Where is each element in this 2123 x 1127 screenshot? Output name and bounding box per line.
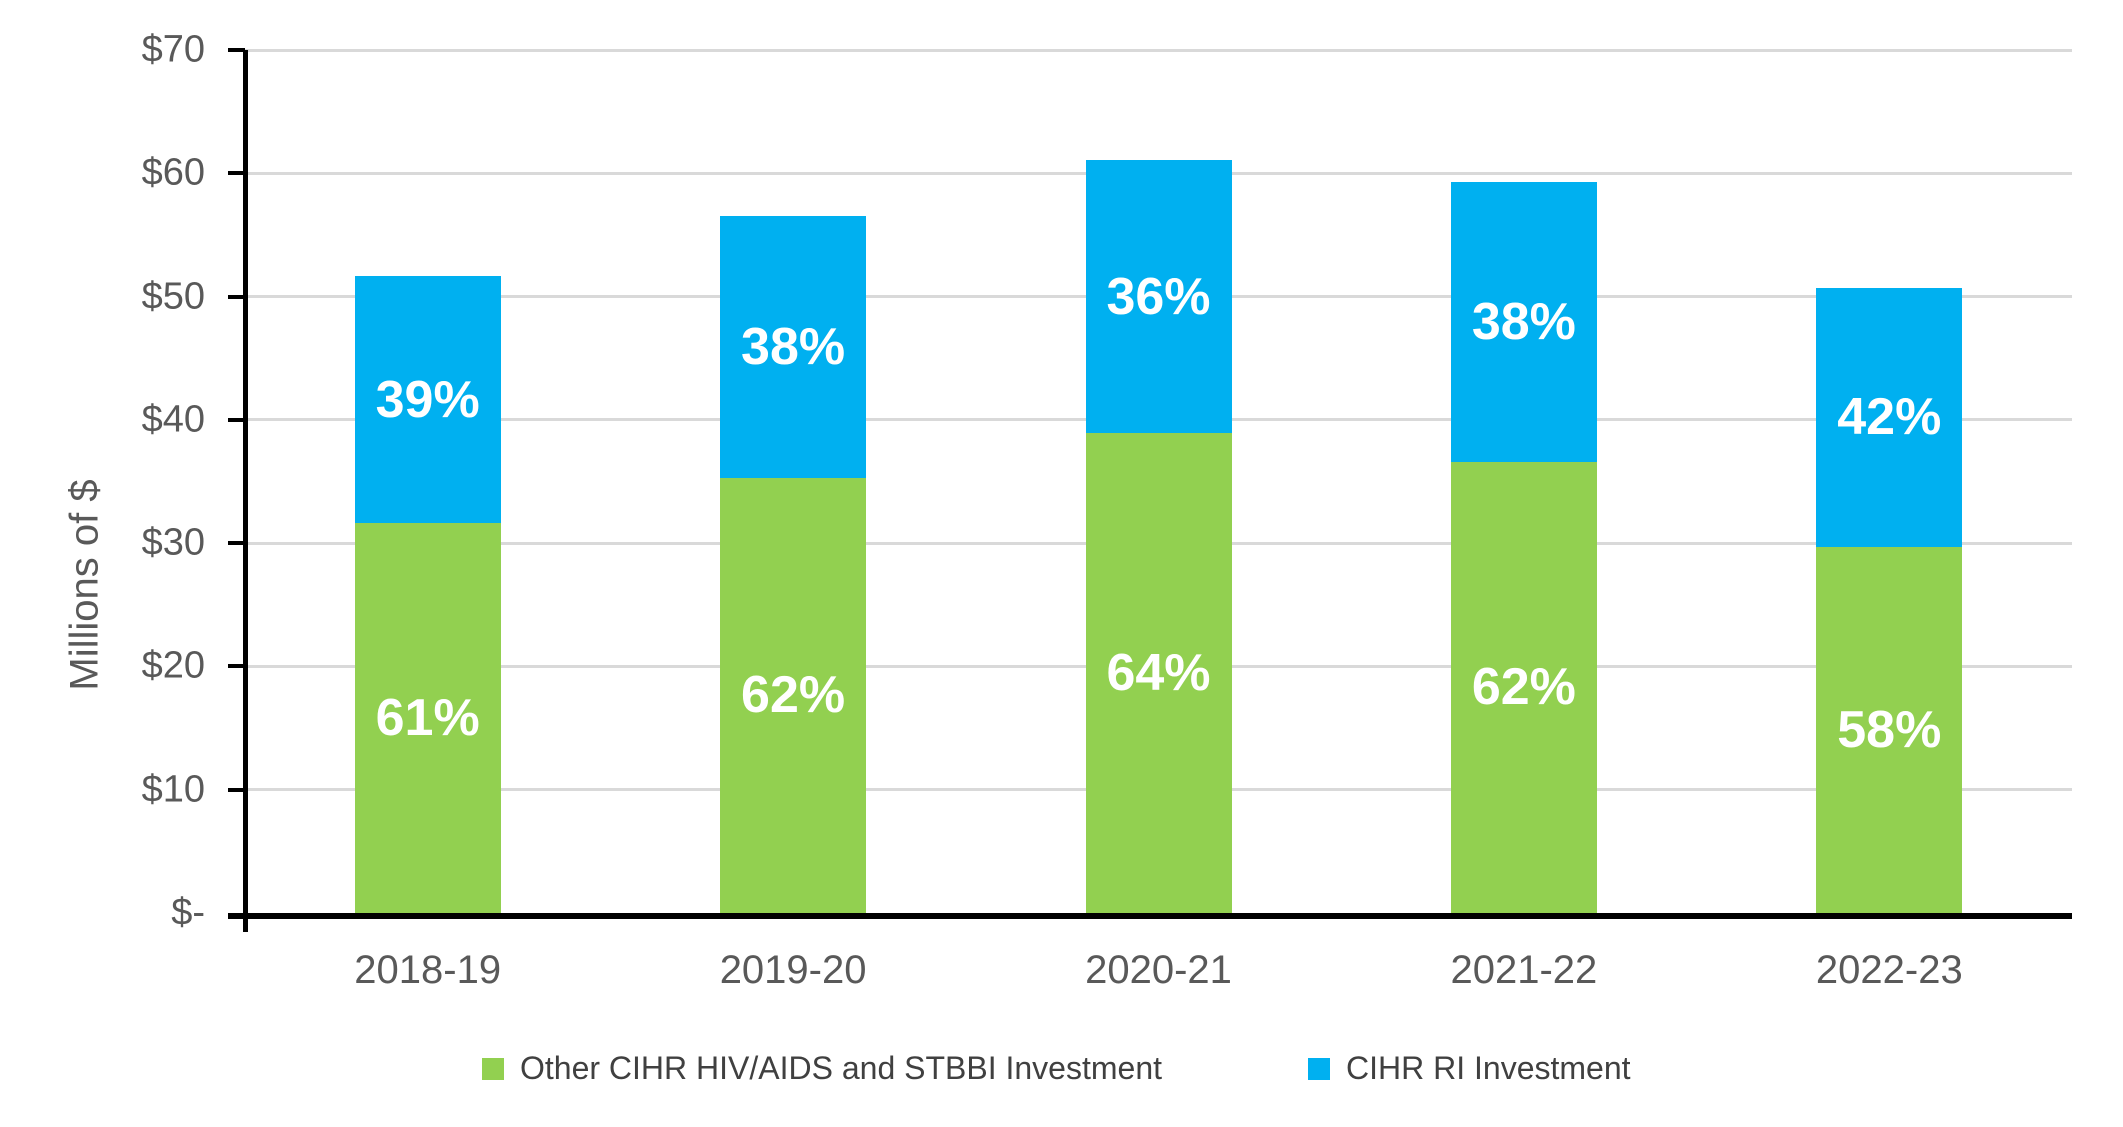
bar-label-2021-22-blue: 38% [1471,292,1576,351]
legend-label: CIHR RI Investment [1346,1050,1631,1086]
bar-2020-21-blue-segment [1085,159,1232,434]
y-axis-tick-40 [228,417,245,422]
bar-2019-20-green-segment [720,477,867,913]
y-axis-line [243,50,248,919]
x-axis-origin-tick [243,919,248,932]
legend-label: Other CIHR HIV/AIDS and STBBI Investment [520,1050,1162,1086]
y-axis-tick-30 [228,541,245,546]
bar-2022-23-blue-segment [1816,287,1963,547]
bar-label-2020-21-blue: 36% [1106,267,1211,326]
bar-2019-20-blue-segment [720,216,867,478]
y-axis-label-10: $10 [141,768,205,811]
bar-2020-21-green-segment [1085,433,1232,913]
x-axis-label-2018-19: 2018-19 [354,948,502,992]
bar-label-2018-19-green: 61% [375,689,480,748]
y-axis-tick-20 [228,664,245,669]
y-axis-label-40: $40 [141,398,205,441]
bar-label-2019-20-green: 62% [741,666,846,725]
y-axis-label-20: $20 [141,644,205,687]
y-axis-label-60: $60 [141,151,205,194]
y-axis-label-70: $70 [141,28,205,71]
bar-label-2019-20-blue: 38% [741,318,846,377]
y-axis-tick-10 [228,787,245,792]
legend-swatch-blue [1308,1057,1330,1080]
bar-label-2022-23-green: 58% [1837,700,1942,759]
y-axis-label-0: $- [171,891,205,934]
legend-item-other-investment: Other CIHR HIV/AIDS and STBBI Investment [482,1050,1162,1087]
y-axis-tick-60 [228,171,245,176]
y-axis-label-50: $50 [141,275,205,318]
bar-2021-22-green-segment [1450,461,1597,913]
bar-2022-23-green-segment [1816,546,1963,913]
bar-label-2020-21-green: 64% [1106,644,1211,703]
y-axis-label-30: $30 [141,521,205,564]
bar-label-2021-22-green: 62% [1471,658,1576,717]
x-axis-label-2022-23: 2022-23 [1815,948,1963,992]
bar-2018-19-blue-segment [354,275,501,524]
x-axis-label-2020-21: 2020-21 [1085,948,1232,992]
bar-2021-22-blue-segment [1450,181,1597,462]
bar-2018-19-green-segment [354,523,501,913]
y-axis-tick-70 [228,48,245,52]
x-axis-label-2019-20: 2019-20 [719,948,867,992]
x-axis-line [228,913,2072,919]
legend-item-ri-investment: CIHR RI Investment [1308,1050,1631,1087]
legend-swatch-green [482,1057,504,1080]
gridline-70 [245,48,2072,52]
bar-label-2022-23-blue: 42% [1837,388,1942,447]
x-axis-label-2021-22: 2021-22 [1450,948,1598,992]
y-axis-tick-50 [228,294,245,299]
bar-label-2018-19-blue: 39% [375,370,480,429]
